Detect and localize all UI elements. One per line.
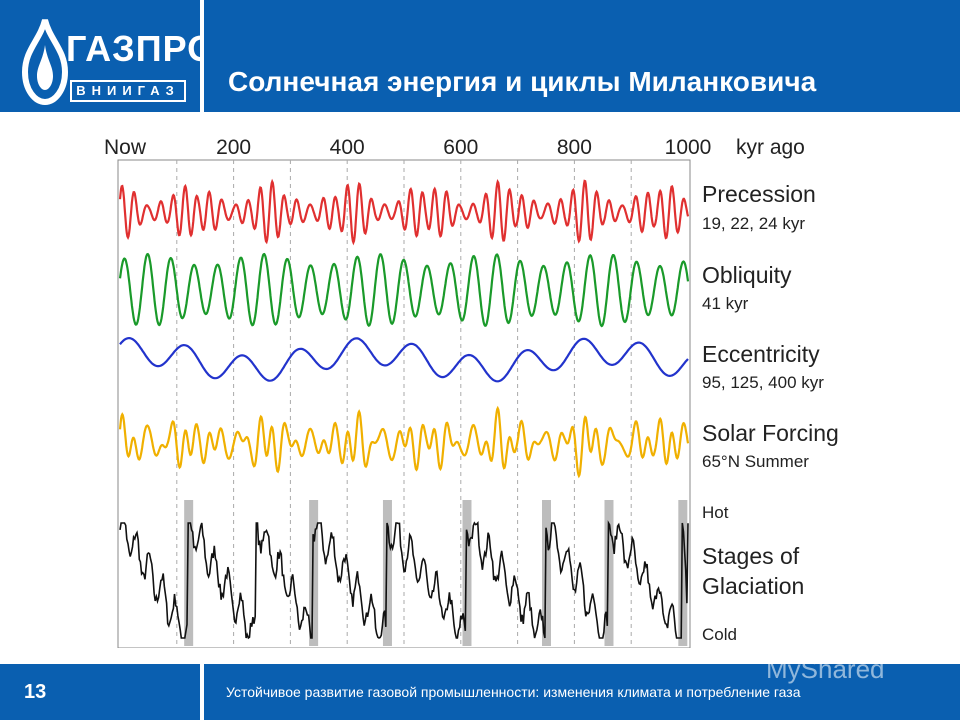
glacial-band-1 xyxy=(309,500,319,646)
x-tick-label-2: 400 xyxy=(330,136,365,159)
slide-header: ГАЗПРОМ ВНИИГАЗ Солнечная энергия и цикл… xyxy=(0,0,960,112)
grid-lines xyxy=(176,160,632,648)
page-number: 13 xyxy=(24,681,47,703)
glacial-band-4 xyxy=(542,500,551,646)
gazprom-logo: ГАЗПРОМ ВНИИГАЗ xyxy=(0,0,246,112)
glacial-band-5 xyxy=(604,500,614,646)
series-labels: Precession 19, 22, 24 kyr Obliquity 41 kyr E… xyxy=(702,181,839,644)
x-tick-label-0: Now xyxy=(104,136,147,159)
page-title: Солнечная энергия и циклы Миланковича xyxy=(228,66,817,97)
hot-label: Hot xyxy=(702,503,729,522)
series-lines xyxy=(118,178,690,640)
solar-forcing-line xyxy=(118,405,690,479)
eccentricity-periods: 95, 125, 400 kyr xyxy=(702,373,824,392)
obliquity-line xyxy=(118,252,690,328)
eccentricity-label: Eccentricity xyxy=(702,341,820,367)
cold-label: Cold xyxy=(702,625,737,644)
x-tick-label-1: 200 xyxy=(216,136,251,159)
x-tick-label-3: 600 xyxy=(443,136,478,159)
precession-periods: 19, 22, 24 kyr xyxy=(702,214,805,233)
eccentricity-line xyxy=(119,336,689,383)
solar-forcing-label: Solar Forcing xyxy=(702,420,839,446)
milankovitch-chart: Now 200 400 600 800 1000 kyr ago Precession 19,… xyxy=(104,136,839,649)
glacial-band-6 xyxy=(678,500,688,646)
milankovitch-figure: Now 200 400 600 800 1000 kyr ago Precession 19,… xyxy=(100,128,900,653)
glaciation-line xyxy=(119,520,689,640)
glaciation-label-1: Stages of xyxy=(702,543,800,569)
footer-band: Устойчивое развитие газовой промышленнос… xyxy=(204,664,960,720)
solar-forcing-detail: 65°N Summer xyxy=(702,452,809,471)
precession-label: Precession xyxy=(702,181,816,207)
watermark-text: MyShared xyxy=(766,654,885,684)
x-tick-label-4: 800 xyxy=(557,136,592,159)
x-axis-labels: Now 200 400 600 800 1000 kyr ago xyxy=(104,136,805,159)
precession-line xyxy=(118,178,690,246)
logo-subtitle: ВНИИГАЗ xyxy=(70,80,186,102)
x-axis-unit-label: kyr ago xyxy=(736,136,805,159)
x-tick-label-5: 1000 xyxy=(665,136,712,159)
title-band: Солнечная энергия и циклы Миланковича xyxy=(204,0,960,112)
page-number-box: 13 xyxy=(0,664,200,720)
obliquity-period: 41 kyr xyxy=(702,294,749,313)
glaciation-label-2: Glaciation xyxy=(702,573,804,599)
footer-caption: Устойчивое развитие газовой промышленнос… xyxy=(226,684,801,700)
obliquity-label: Obliquity xyxy=(702,262,792,288)
glacial-band-0 xyxy=(184,500,194,646)
glacial-band-3 xyxy=(462,500,472,646)
glacial-bands xyxy=(184,500,688,646)
glacial-band-2 xyxy=(382,500,392,646)
slide-footer: 13 Устойчивое развитие газовой промышлен… xyxy=(0,664,960,720)
flame-logo-icon xyxy=(21,19,69,106)
